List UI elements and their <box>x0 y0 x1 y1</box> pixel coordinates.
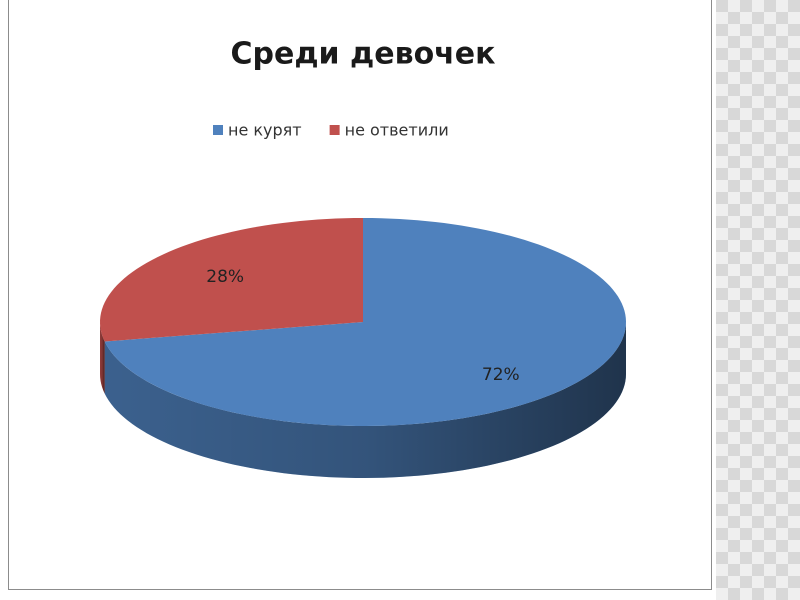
background-pattern <box>716 0 800 600</box>
slice-side-shade <box>104 322 626 478</box>
chart-title: Среди девочек <box>230 37 495 72</box>
data-label: 72% <box>482 365 520 385</box>
slice <box>104 218 626 426</box>
legend-label: не курят <box>228 121 302 140</box>
slide-frame <box>8 0 712 590</box>
legend-swatch <box>213 125 223 135</box>
legend-label: не ответили <box>345 121 449 140</box>
data-label: 28% <box>206 267 244 287</box>
legend-swatch <box>329 125 340 135</box>
slice <box>100 218 363 342</box>
slice-side-shade <box>100 322 105 394</box>
